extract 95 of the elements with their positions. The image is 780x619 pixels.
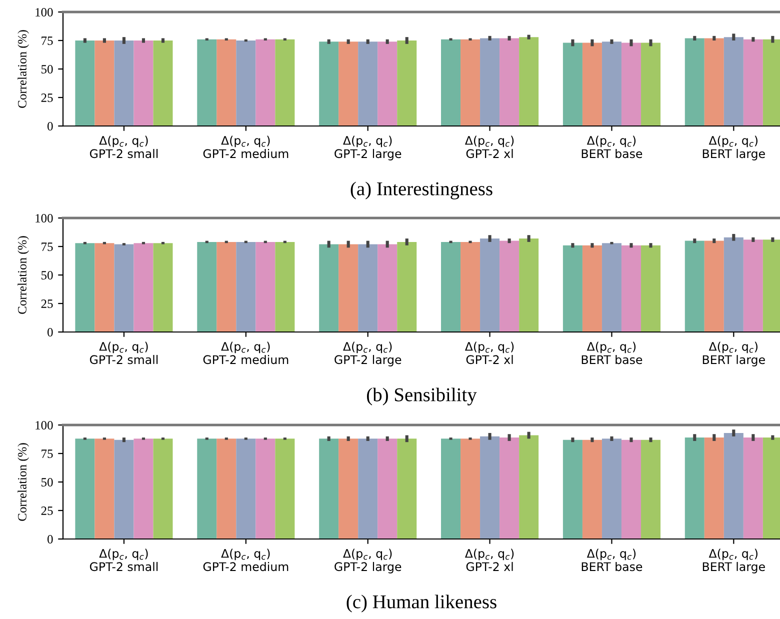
- text: (c) Human likeness: [346, 594, 496, 612]
- bar: [236, 438, 256, 539]
- bar: [75, 438, 95, 539]
- x-tick-label: Δ(p$_{c}$, q$_{c}$) GPT-2 small: [90, 548, 158, 572]
- y-tick-label: 100: [36, 421, 53, 430]
- bar: [582, 440, 602, 539]
- bar: [441, 438, 461, 539]
- bar: [441, 242, 461, 332]
- bar: [378, 244, 398, 332]
- bar: [134, 243, 154, 332]
- y-axis-title: Correlation (%): [18, 443, 29, 521]
- bar: [640, 440, 660, 539]
- bar: [397, 242, 417, 332]
- bar: [75, 243, 95, 332]
- bar: [275, 438, 295, 539]
- bar: [684, 438, 704, 539]
- bar: [460, 242, 480, 332]
- x-tick-label: Δ(p$_{c}$, q$_{c}$) BERT base: [582, 548, 642, 572]
- bar: [197, 242, 217, 332]
- y-tick-label: 50: [42, 478, 53, 486]
- bar: [519, 435, 539, 539]
- bar: [582, 245, 602, 332]
- bar: [319, 244, 339, 332]
- y-tick-label: 75: [42, 450, 53, 458]
- x-tick-label: Δ(p$_{c}$, q$_{c}$) GPT-2 medium: [203, 342, 288, 364]
- bar: [153, 438, 173, 539]
- text: (b) Sensibility: [366, 388, 477, 406]
- bar: [562, 440, 582, 539]
- y-tick-label: 100: [36, 214, 53, 222]
- x-tick-label: Δ(p$_{c}$, q$_{c}$) BERT large: [702, 136, 765, 160]
- bar: [94, 243, 114, 332]
- bar: [319, 438, 339, 539]
- bar: [602, 243, 622, 332]
- y-tick-label: 0: [48, 535, 53, 544]
- bar: [704, 240, 724, 332]
- bar: [256, 242, 276, 332]
- y-tick-label: 50: [42, 65, 53, 74]
- bar: [114, 244, 134, 332]
- bar: [397, 438, 417, 539]
- x-tick-label: Δ(p$_{c}$, q$_{c}$) GPT-2 large: [334, 342, 402, 366]
- y-tick-label: 50: [42, 271, 53, 280]
- x-tick-label: Δ(p$_{c}$, q$_{c}$) GPT-2 xl: [464, 548, 514, 572]
- x-tick-label: Δ(p$_{c}$, q$_{c}$) GPT-2 medium: [203, 136, 288, 158]
- bar: [94, 438, 114, 539]
- bar: [480, 238, 500, 332]
- bar: [519, 238, 539, 332]
- bar: [358, 438, 378, 539]
- y-tick-label: 0: [48, 122, 53, 130]
- y-tick-label: 25: [41, 506, 53, 515]
- bar: [153, 243, 173, 332]
- bar: [500, 438, 520, 539]
- bar: [640, 245, 660, 332]
- bar: [684, 240, 704, 332]
- bar: [602, 438, 622, 539]
- x-tick-label: Δ(p$_{c}$, q$_{c}$) GPT-2 small: [90, 136, 158, 158]
- x-tick-label: Δ(p$_{c}$, q$_{c}$) BERT base: [582, 136, 642, 158]
- y-axis-title: Correlation (%): [18, 236, 29, 314]
- bar: [114, 440, 134, 539]
- bar: [480, 436, 500, 539]
- x-tick-label: Δ(p$_{c}$, q$_{c}$) BERT large: [702, 342, 765, 366]
- y-tick-label: 75: [42, 242, 53, 251]
- bar: [216, 242, 236, 332]
- bar: [197, 438, 217, 539]
- bar: [460, 438, 480, 539]
- y-tick-label: 25: [41, 300, 53, 308]
- bar: [216, 438, 236, 539]
- bar: [338, 244, 358, 332]
- y-axis-title: Correlation (%): [18, 30, 29, 108]
- bar: [724, 432, 744, 539]
- bar: [236, 242, 256, 332]
- bar: [724, 237, 744, 332]
- x-tick-label: Δ(p$_{c}$, q$_{c}$) GPT-2 xl: [464, 342, 514, 364]
- x-tick-label: Δ(p$_{c}$, q$_{c}$) BERT base: [582, 342, 642, 364]
- bar: [358, 244, 378, 332]
- x-tick-label: Δ(p$_{c}$, q$_{c}$) GPT-2 xl: [464, 136, 514, 158]
- x-tick-label: Δ(p$_{c}$, q$_{c}$) GPT-2 large: [334, 136, 402, 160]
- x-tick-label: Δ(p$_{c}$, q$_{c}$) GPT-2 small: [90, 342, 158, 364]
- x-tick-label: Δ(p$_{c}$, q$_{c}$) BERT large: [702, 548, 765, 574]
- bar: [704, 438, 724, 539]
- bar: [275, 242, 295, 332]
- bar: [500, 240, 520, 332]
- bar: [338, 438, 358, 539]
- bar: [378, 438, 398, 539]
- bar: [621, 440, 641, 539]
- bar: [256, 438, 276, 539]
- y-tick-label: 0: [48, 328, 53, 336]
- bar: [134, 438, 154, 539]
- y-tick-label: 75: [42, 36, 53, 45]
- y-tick-label: 25: [41, 94, 53, 102]
- x-tick-label: Δ(p$_{c}$, q$_{c}$) GPT-2 medium: [203, 548, 288, 572]
- x-tick-label: Δ(p$_{c}$, q$_{c}$) GPT-2 large: [334, 548, 402, 574]
- bar: [562, 245, 582, 332]
- text: (a) Interestingness: [350, 182, 492, 200]
- bar: [621, 245, 641, 332]
- y-tick-label: 100: [36, 8, 53, 16]
